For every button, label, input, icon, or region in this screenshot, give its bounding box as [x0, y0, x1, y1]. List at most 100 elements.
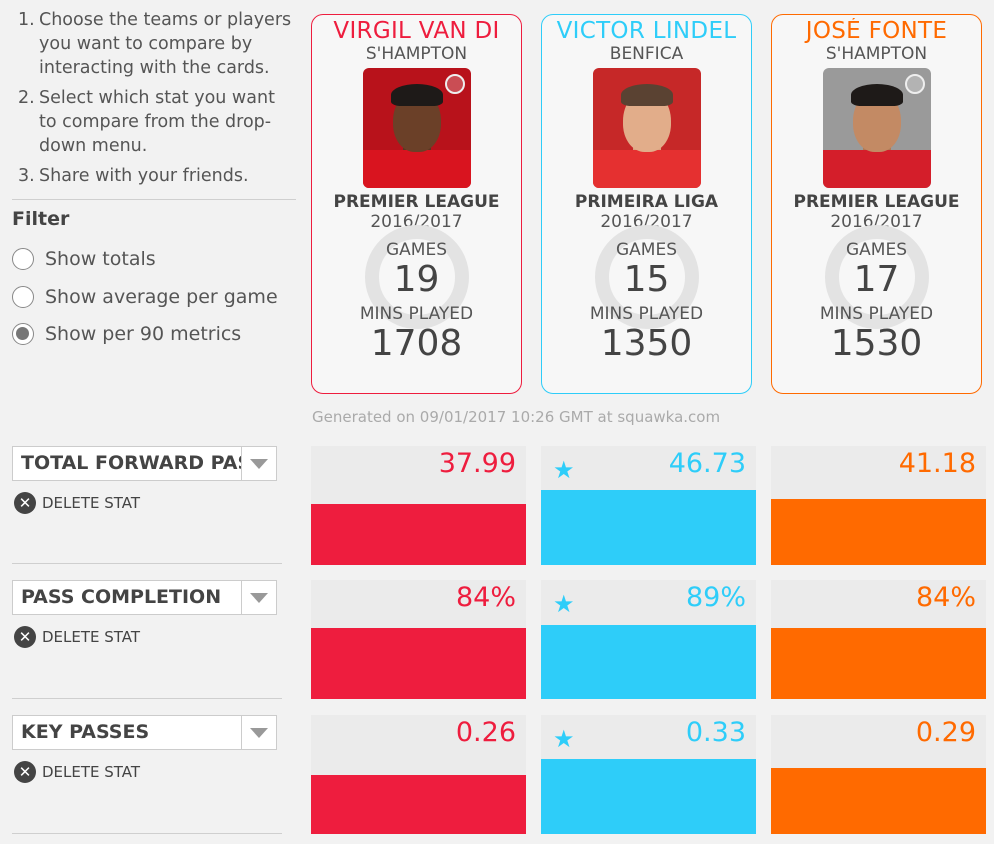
- star-icon: ★: [553, 456, 575, 484]
- instructions-list: 1. Choose the teams or players you want …: [12, 8, 297, 194]
- instruction-number: 1.: [18, 10, 35, 30]
- stat-bar: [311, 628, 526, 699]
- swirl-icon: [904, 74, 925, 94]
- swirl-icon: [444, 74, 465, 94]
- instruction-text: Choose the teams or players you want to …: [39, 10, 292, 78]
- instruction-number: 2.: [18, 88, 35, 108]
- close-icon: ✕: [14, 626, 36, 648]
- mins-label: MINS PLAYED: [589, 304, 704, 324]
- delete-stat-label: DELETE STAT: [42, 763, 141, 781]
- filter-option-per90[interactable]: Show per 90 metrics: [12, 323, 241, 345]
- instruction-number: 3.: [18, 166, 35, 186]
- stat-value: 0.29: [915, 717, 976, 748]
- stat-dropdown-label: TOTAL FORWARD PASSES: [21, 452, 241, 474]
- stat-bar: [771, 499, 986, 565]
- filter-option-label: Show average per game: [45, 286, 278, 308]
- radio-button[interactable]: [12, 248, 34, 270]
- stat-value-box: 0.26: [311, 715, 526, 834]
- stat-value-box: 0.29: [771, 715, 986, 834]
- games-value: 17: [853, 259, 900, 300]
- games-label: GAMES: [845, 240, 907, 260]
- radio-button-checked[interactable]: [12, 323, 34, 345]
- filter-title: Filter: [12, 208, 70, 230]
- player-card-2[interactable]: VICTOR LINDEL BENFICA PRIMEIRA LIGA 2016…: [541, 14, 752, 394]
- stat-value-box: ★ 46.73: [541, 446, 756, 565]
- delete-stat-button-3[interactable]: ✕ DELETE STAT: [14, 761, 140, 783]
- stat-value: 84%: [915, 582, 976, 613]
- player-team: S'HAMPTON: [825, 44, 928, 64]
- player-season: 2016/2017: [600, 212, 693, 232]
- mins-label: MINS PLAYED: [819, 304, 934, 324]
- player-card-1[interactable]: VIRGIL VAN DI S'HAMPTON PREMIER LEAGUE 2…: [311, 14, 522, 394]
- stat-bar: [771, 768, 986, 834]
- star-icon: ★: [553, 725, 575, 753]
- stat-dropdown-3[interactable]: KEY PASSES: [12, 715, 277, 750]
- stat-value-box: 84%: [771, 580, 986, 699]
- player-photo: [592, 68, 701, 188]
- divider: [12, 698, 282, 699]
- player-photo: [822, 68, 931, 188]
- stat-dropdown-label: PASS COMPLETION: [21, 586, 222, 608]
- filter-option-label: Show per 90 metrics: [45, 323, 242, 345]
- stat-bar: [541, 490, 756, 565]
- player-photo: [362, 68, 471, 188]
- stat-value: 89%: [685, 582, 746, 613]
- close-icon: ✕: [14, 761, 36, 783]
- divider: [12, 833, 282, 834]
- instruction-item: 2. Select which stat you want to compare…: [12, 86, 297, 158]
- games-value: 15: [623, 259, 670, 300]
- chevron-down-icon: [250, 592, 268, 603]
- stat-value: 0.26: [455, 717, 516, 748]
- chevron-down-icon: [250, 458, 268, 469]
- instruction-item: 1. Choose the teams or players you want …: [12, 8, 297, 80]
- games-value: 19: [393, 259, 440, 300]
- close-icon: ✕: [14, 492, 36, 514]
- player-name: VICTOR LINDEL: [556, 18, 737, 44]
- stat-value: 84%: [455, 582, 516, 613]
- stat-value-box: 41.18: [771, 446, 986, 565]
- player-name: JOSÉ FONTE: [805, 18, 948, 44]
- radio-button[interactable]: [12, 286, 34, 308]
- mins-label: MINS PLAYED: [359, 304, 474, 324]
- player-season: 2016/2017: [370, 212, 463, 232]
- stat-bar: [311, 775, 526, 834]
- stat-dropdown-label: KEY PASSES: [21, 721, 150, 743]
- dropdown-button[interactable]: [241, 716, 276, 749]
- player-season: 2016/2017: [830, 212, 923, 232]
- instruction-item: 3. Share with your friends.: [12, 164, 297, 188]
- mins-value: 1530: [830, 323, 923, 364]
- player-name: VIRGIL VAN DI: [333, 18, 500, 44]
- dropdown-button[interactable]: [241, 581, 276, 614]
- player-team: S'HAMPTON: [365, 44, 468, 64]
- filter-option-label: Show totals: [45, 248, 156, 270]
- stat-value: 46.73: [668, 448, 746, 479]
- delete-stat-label: DELETE STAT: [42, 628, 141, 646]
- filter-option-average[interactable]: Show average per game: [12, 286, 278, 308]
- divider: [12, 199, 296, 200]
- delete-stat-button-1[interactable]: ✕ DELETE STAT: [14, 492, 140, 514]
- dropdown-button[interactable]: [241, 447, 276, 480]
- filter-option-totals[interactable]: Show totals: [12, 248, 156, 270]
- stat-value-box: 84%: [311, 580, 526, 699]
- generated-note: Generated on 09/01/2017 10:26 GMT at squ…: [312, 408, 721, 426]
- player-card-3[interactable]: JOSÉ FONTE S'HAMPTON PREMIER LEAGUE 2016…: [771, 14, 982, 394]
- delete-stat-button-2[interactable]: ✕ DELETE STAT: [14, 626, 140, 648]
- stat-bar: [541, 625, 756, 699]
- stat-value-box: ★ 89%: [541, 580, 756, 699]
- stat-dropdown-1[interactable]: TOTAL FORWARD PASSES: [12, 446, 277, 481]
- stat-bar: [541, 759, 756, 834]
- mins-value: 1350: [600, 323, 693, 364]
- stat-value-box: 37.99: [311, 446, 526, 565]
- mins-value: 1708: [370, 323, 463, 364]
- stat-value: 41.18: [898, 448, 976, 479]
- instruction-text: Share with your friends.: [39, 166, 249, 186]
- player-league: PREMIER LEAGUE: [333, 192, 500, 212]
- stat-bar: [311, 504, 526, 565]
- player-league: PREMIER LEAGUE: [793, 192, 960, 212]
- stat-value: 0.33: [685, 717, 746, 748]
- stat-dropdown-2[interactable]: PASS COMPLETION: [12, 580, 277, 615]
- stat-value: 37.99: [438, 448, 516, 479]
- games-label: GAMES: [615, 240, 677, 260]
- delete-stat-label: DELETE STAT: [42, 494, 141, 512]
- games-label: GAMES: [385, 240, 447, 260]
